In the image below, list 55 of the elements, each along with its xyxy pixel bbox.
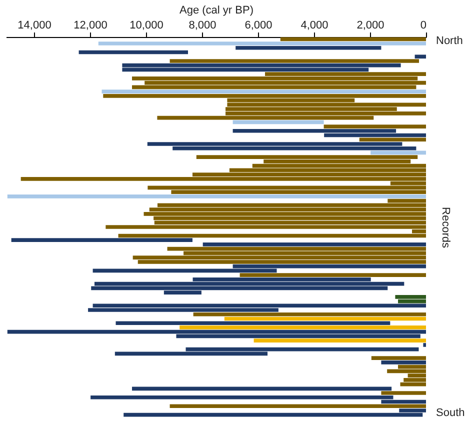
bar xyxy=(180,326,426,330)
bar xyxy=(103,94,426,98)
bar xyxy=(170,59,419,63)
bar xyxy=(132,386,392,391)
x-axis-title: Age (cal yr BP) xyxy=(180,4,254,16)
x-tick-label: 8,000 xyxy=(188,20,216,32)
bar xyxy=(423,343,426,347)
bar xyxy=(240,273,426,277)
bar xyxy=(381,360,426,364)
bar xyxy=(132,256,426,260)
bar xyxy=(227,102,426,107)
bar xyxy=(254,338,426,343)
bar xyxy=(324,124,426,128)
bar xyxy=(371,356,426,360)
bar xyxy=(236,46,382,50)
bar xyxy=(387,369,426,374)
bar xyxy=(148,186,426,190)
bar xyxy=(404,378,426,382)
bar xyxy=(395,294,426,299)
bar xyxy=(193,312,426,316)
x-tick-label: 6,000 xyxy=(244,20,272,32)
bar xyxy=(116,321,390,326)
bar xyxy=(167,246,426,251)
bar xyxy=(370,150,426,155)
bar xyxy=(359,138,426,142)
text: South xyxy=(436,407,465,419)
bar xyxy=(94,282,404,286)
x-tick-label: 10,000 xyxy=(130,20,164,32)
bar xyxy=(202,242,426,246)
bar xyxy=(7,194,426,198)
bar xyxy=(11,238,192,242)
bar xyxy=(118,234,426,238)
bar xyxy=(102,90,426,94)
bar xyxy=(398,299,426,304)
x-tick-label: 12,000 xyxy=(74,20,108,32)
y-axis-title: Records xyxy=(440,207,452,248)
bar xyxy=(232,120,324,124)
bar xyxy=(7,330,426,334)
bar xyxy=(196,155,418,160)
bar xyxy=(280,37,426,42)
x-tick-label: 0 xyxy=(420,20,426,32)
bar xyxy=(124,412,423,417)
bar xyxy=(78,50,188,54)
text: North xyxy=(436,35,463,47)
bar xyxy=(98,42,426,46)
x-tick-label: 2,000 xyxy=(356,20,384,32)
bar xyxy=(381,391,426,395)
x-tick-label: 14,000 xyxy=(18,20,52,32)
bar xyxy=(122,63,401,68)
bar xyxy=(224,316,426,321)
bar xyxy=(400,382,426,386)
bar xyxy=(170,404,426,408)
x-tick-label: 4,000 xyxy=(300,20,328,32)
bar xyxy=(414,54,426,59)
bar xyxy=(144,212,426,216)
